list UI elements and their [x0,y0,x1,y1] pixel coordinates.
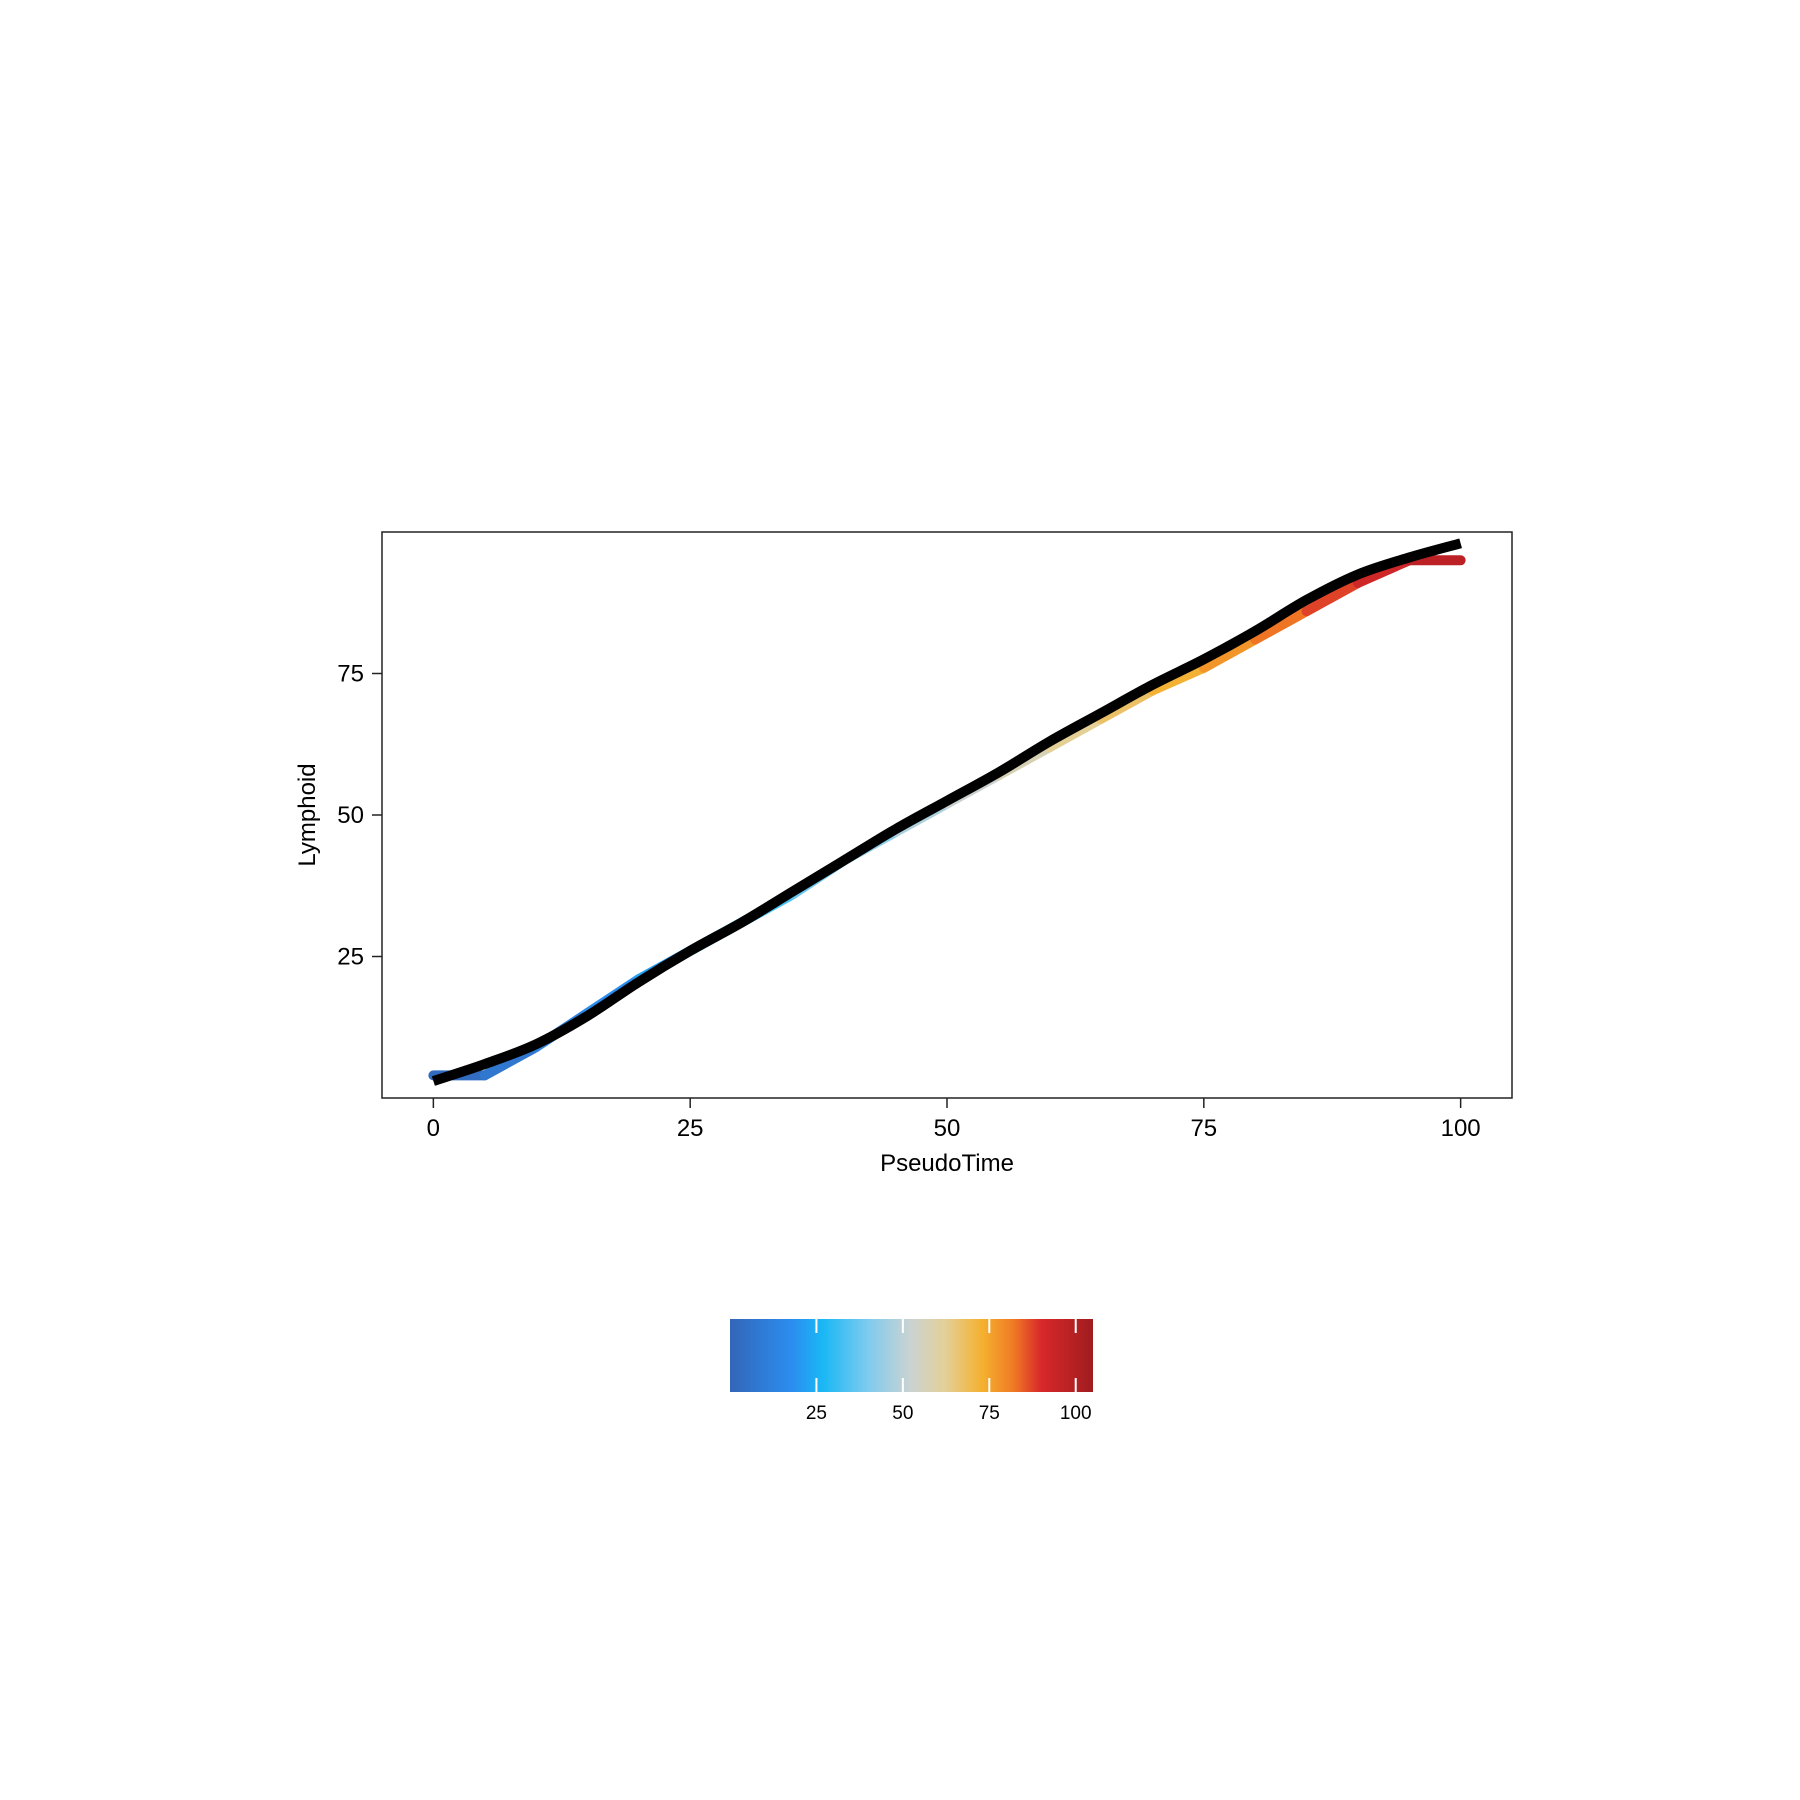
colorbar-tick-label: 50 [892,1403,913,1424]
colorbar: 25 50 75 100 [730,1319,1093,1424]
plot-area [428,538,1466,1086]
colorbar-tick-label: 25 [806,1403,827,1424]
colorbar-gradient [730,1319,1093,1392]
colorbar-tick-label: 100 [1060,1403,1092,1424]
x-tick-label: 50 [934,1115,961,1142]
colorbar-tick-label: 75 [979,1403,1000,1424]
y-tick-label: 50 [337,802,364,829]
trajectory-segment [1198,634,1261,673]
x-tick-label: 75 [1190,1115,1217,1142]
y-axis-title: Lymphoid [294,763,321,866]
x-tick-label: 0 [427,1115,440,1142]
y-tick-label: 75 [337,661,364,688]
x-axis-title: PseudoTime [880,1150,1014,1177]
y-tick-label: 25 [337,944,364,971]
trajectory-segment [1250,606,1312,645]
trajectory-segment [1301,577,1363,617]
axes: 0 25 50 75 100 25 50 75 [337,531,1513,1142]
trajectory-segment [1044,713,1107,753]
x-tick-label: 100 [1441,1115,1481,1142]
fit-line [431,538,1462,1086]
trajectory-segment [1147,662,1209,696]
x-tick-label: 25 [677,1115,704,1142]
